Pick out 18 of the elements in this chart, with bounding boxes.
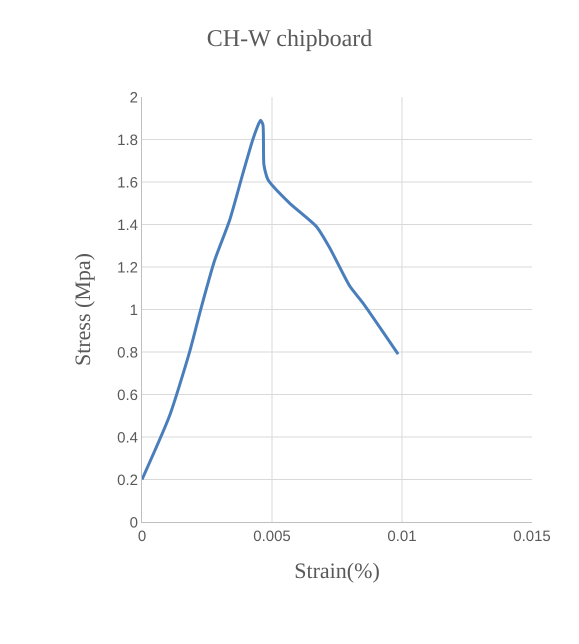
y-tick-label: 0.6 bbox=[117, 386, 138, 404]
x-axis-title: Strain(%) bbox=[294, 558, 380, 583]
y-tick-label: 1.8 bbox=[117, 132, 138, 149]
x-tick-label: 0.005 bbox=[253, 528, 291, 545]
y-tick-label: 0.4 bbox=[117, 429, 138, 446]
y-tick-label: 1.2 bbox=[117, 259, 138, 276]
chart-title: CH-W chipboard bbox=[206, 26, 372, 52]
y-tick-label: 1.4 bbox=[117, 216, 138, 234]
y-tick-label: 0 bbox=[130, 514, 138, 532]
y-tick-label: 1.6 bbox=[117, 174, 138, 192]
x-tick-label: 0.01 bbox=[387, 528, 417, 545]
y-tick-label: 1 bbox=[130, 302, 138, 319]
y-tick-label: 2 bbox=[130, 89, 138, 106]
y-axis-title: Stress (Mpa) bbox=[70, 252, 95, 366]
x-tick-label: 0.015 bbox=[513, 528, 551, 545]
y-tick-label: 0.2 bbox=[117, 472, 138, 489]
y-tick-label: 0.8 bbox=[117, 344, 138, 362]
line-series bbox=[142, 118, 400, 481]
